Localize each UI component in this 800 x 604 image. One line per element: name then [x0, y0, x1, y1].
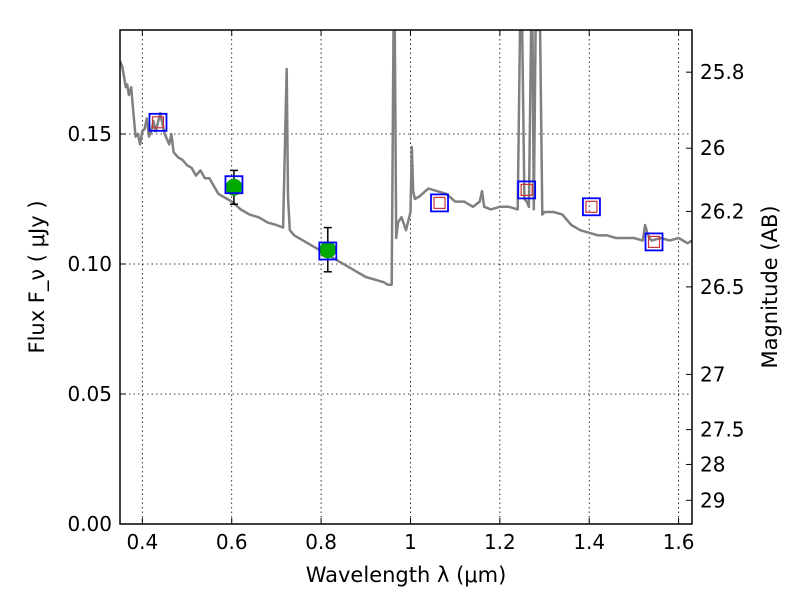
y-tick-label: 0.05 [67, 382, 112, 406]
model-flux-marker [224, 175, 244, 195]
x-tick-label: 0.6 [216, 530, 248, 554]
y-axis-label: Flux F_ν ( μJy ) [25, 200, 50, 353]
y2-tick-label: 25.8 [700, 60, 745, 84]
model-flux-marker [644, 232, 664, 252]
x-tick-label: 0.8 [305, 530, 337, 554]
x-axis-label: Wavelength λ (μm) [306, 563, 507, 587]
upper-limit-marker [151, 116, 165, 129]
ticks: 0.4 0.6 0.8 1 1.2 1.4 1.6 0.00 0.05 0.10 0.15 25.8 2… [67, 30, 745, 554]
grid [120, 30, 692, 524]
upper-limit-marker [647, 235, 661, 248]
upper-limit-marker [433, 196, 446, 209]
y2-tick-label: 28 [700, 452, 725, 476]
model-flux-marker [582, 197, 601, 217]
y2-tick-label: 27.5 [700, 418, 745, 442]
upper-limit-marker [585, 200, 598, 213]
y2-tick-label: 27 [700, 362, 725, 386]
model-flux-marker [318, 241, 338, 261]
x-tick-label: 1.4 [573, 530, 605, 554]
y2-tick-label: 26.5 [700, 275, 745, 299]
y-tick-label: 0.15 [67, 122, 112, 146]
model-flux-marker [517, 180, 537, 200]
x-tick-label: 1.2 [484, 530, 516, 554]
plot-frame [119, 29, 693, 525]
y2-tick-label: 26 [700, 136, 725, 160]
y-tick-label: 0.00 [67, 512, 112, 536]
model-flux-marker [430, 193, 449, 213]
x-tick-label: 1 [404, 530, 417, 554]
x-tick-label: 1.6 [663, 530, 695, 554]
x-tick-label: 0.4 [126, 530, 158, 554]
y2-axis-label: Magnitude (AB) [758, 205, 782, 368]
data-layer [120, 30, 692, 287]
observed-flux-point [319, 241, 337, 259]
model-flux-marker [148, 112, 168, 132]
y2-tick-label: 26.2 [700, 199, 745, 223]
model-spectrum-line [120, 30, 692, 287]
y2-tick-label: 29 [700, 488, 725, 512]
upper-limit-marker [520, 183, 533, 196]
y-tick-label: 0.10 [67, 252, 112, 276]
